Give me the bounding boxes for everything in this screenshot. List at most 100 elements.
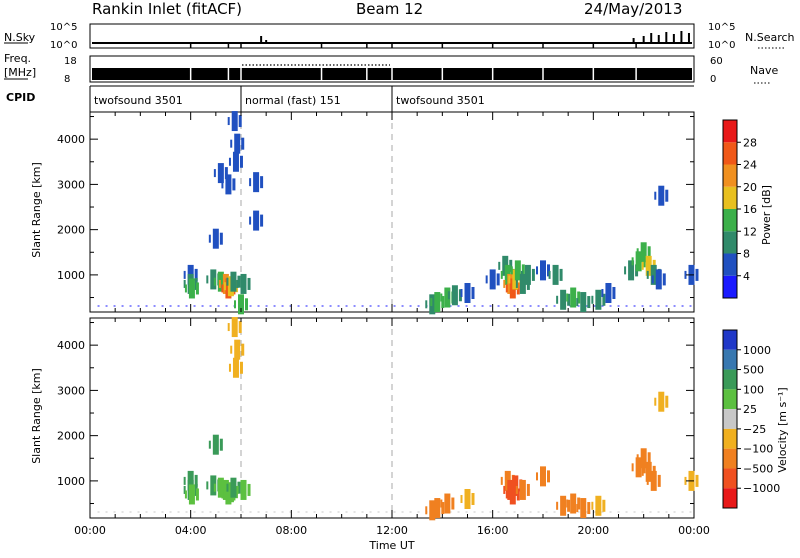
power-colorbar-swatch — [723, 231, 737, 254]
velocity-data-mark — [208, 440, 211, 449]
velocity-data-mark — [184, 490, 187, 499]
power-data-mark — [253, 210, 260, 231]
velocity-colorbar-frame — [722, 329, 738, 509]
power-data-mark — [183, 279, 186, 288]
y-tick-label: 4000 — [57, 133, 85, 146]
power-data-mark — [210, 269, 217, 290]
velocity-colorbar-swatch — [723, 369, 737, 390]
power-data-mark — [570, 287, 577, 308]
x-tick-label: 04:00 — [175, 524, 207, 537]
power-data-mark — [514, 260, 521, 281]
power-data-mark — [230, 271, 237, 292]
velocity-ylabel: Slant Range [km] — [30, 368, 43, 464]
power-data-mark — [441, 296, 445, 309]
velocity-data-mark — [212, 434, 219, 455]
power-data-mark — [636, 248, 639, 257]
power-data-mark — [612, 286, 616, 299]
velocity-data-mark — [587, 502, 591, 515]
power-data-mark — [631, 257, 634, 266]
velocity-data-mark — [434, 498, 441, 519]
power-data-mark — [548, 270, 551, 279]
velocity-data-mark — [547, 470, 550, 483]
velocity-colorbar-tick-label: −500 — [743, 462, 773, 475]
power-data-mark — [505, 284, 508, 293]
velocity-data-mark — [512, 475, 519, 496]
power-data-mark — [247, 277, 251, 290]
velocity-data-mark — [226, 483, 229, 492]
x-axis: 00:00 04:00 08:00 12:00 16:00 20:00 00:00 — [74, 524, 710, 537]
velocity-data-mark — [206, 481, 209, 490]
power-data-mark — [624, 266, 627, 275]
velocity-colorbar-tick-label: 1000 — [743, 344, 771, 357]
power-data-mark — [658, 185, 665, 206]
velocity-data-mark — [647, 452, 651, 465]
power-colorbar-swatch — [723, 164, 737, 187]
power-colorbar-tick-label: 24 — [743, 159, 757, 172]
power-data-mark — [184, 284, 187, 293]
freq-top-tick: 18 — [64, 56, 77, 67]
freq-label: Freq. — [4, 52, 31, 65]
power-data-mark — [260, 214, 264, 227]
power-colorbar-tick-label: 12 — [743, 225, 757, 238]
power-data-mark — [430, 298, 433, 307]
x-tick-label: 12:00 — [376, 524, 408, 537]
power-data-mark — [194, 268, 198, 281]
power-data-mark — [239, 155, 243, 168]
power-colorbar-tick-label: 4 — [743, 270, 750, 283]
velocity-colorbar-tick-label: 100 — [743, 383, 764, 396]
power-data-mark — [485, 275, 488, 284]
x-tick-label: 08:00 — [275, 524, 307, 537]
power-data-mark — [221, 180, 224, 189]
velocity-data-mark — [570, 493, 577, 514]
nsky-strip: N.Sky 10^5 10^0 10^5 10^0 N.Search — [4, 22, 795, 51]
nave-bottom-tick: 0 — [710, 74, 716, 85]
power-colorbar-tick-label: 16 — [743, 203, 757, 216]
velocity-data-mark — [515, 485, 518, 494]
power-data-mark — [213, 169, 216, 178]
power-data-mark — [559, 268, 563, 281]
power-data-mark — [188, 278, 195, 299]
velocity-data-mark — [444, 493, 451, 514]
velocity-data-mark — [183, 485, 186, 494]
x-tick-label: 00:00 — [74, 524, 106, 537]
x-tick-label: 16:00 — [477, 524, 509, 537]
power-data-mark — [552, 264, 559, 285]
velocity-data-mark — [650, 470, 657, 491]
power-data-mark — [651, 275, 654, 284]
velocity-data-mark — [237, 481, 241, 494]
power-data-mark — [227, 117, 230, 126]
power-data-mark — [591, 295, 594, 304]
nsky-top-tick: 10^5 — [50, 22, 77, 33]
cpid-segment-1: normal (fast) 151 — [245, 94, 341, 107]
power-data-mark — [240, 273, 247, 294]
power-colorbar-swatch — [723, 275, 737, 298]
velocity-data-mark — [536, 472, 538, 481]
cpid-label: CPID — [6, 91, 35, 104]
velocity-data-mark — [540, 466, 546, 487]
velocity-data-mark — [218, 485, 221, 494]
velocity-data-mark — [640, 448, 647, 469]
velocity-colorbar-swatch — [723, 389, 737, 410]
power-data-mark — [183, 270, 186, 279]
velocity-data-mark — [636, 454, 639, 463]
velocity-data-mark — [230, 477, 237, 498]
power-data-mark — [567, 293, 571, 306]
power-colorbar-swatch — [723, 120, 737, 143]
velocity-data-mark — [646, 476, 649, 485]
power-data-mark — [628, 260, 635, 281]
velocity-data-mark — [560, 495, 567, 516]
power-colorbar-swatch — [723, 253, 737, 276]
velocity-data-mark — [223, 488, 226, 497]
beam-label: Beam 12 — [356, 0, 423, 18]
power-data-mark — [234, 133, 241, 154]
power-data-mark — [641, 261, 644, 270]
velocity-data-mark — [580, 498, 587, 519]
x-tick-label: 00:00 — [678, 524, 710, 537]
velocity-data-mark — [183, 476, 186, 485]
power-data-mark — [217, 163, 224, 184]
velocity-colorbar-label: Velocity [m s⁻¹] — [776, 387, 789, 472]
velocity-data-mark — [232, 357, 239, 378]
power-data-mark — [498, 261, 501, 270]
power-data-mark — [195, 282, 199, 295]
